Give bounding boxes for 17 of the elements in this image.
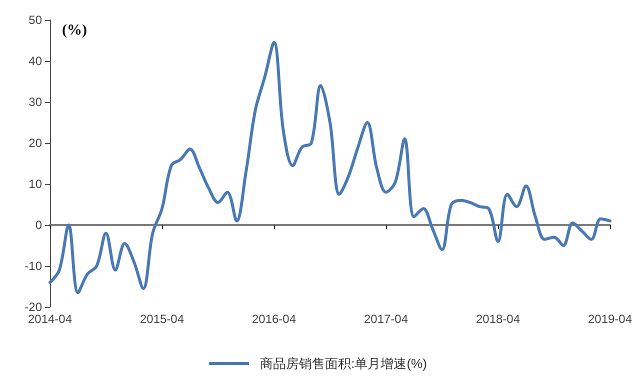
y-tick-label: 40 — [28, 54, 42, 68]
y-tick-label: 0 — [35, 218, 42, 232]
y-axis-title: (%) — [62, 22, 87, 38]
y-tick-label: 10 — [28, 177, 42, 191]
x-tick-label: 2016-04 — [252, 312, 296, 326]
line-series — [48, 41, 612, 294]
x-tick-label: 2014-04 — [28, 312, 72, 326]
y-tick-label: -10 — [24, 259, 42, 273]
y-tick-label: -20 — [24, 300, 42, 314]
x-tick-label: 2019-04 — [588, 312, 632, 326]
legend-label: 商品房销售面积:单月增速(%) — [260, 356, 427, 371]
y-tick-label: 50 — [28, 13, 42, 27]
y-tick-label: 20 — [28, 136, 42, 150]
y-tick-label: 30 — [28, 95, 42, 109]
x-tick-label: 2015-04 — [140, 312, 184, 326]
x-tick-label: 2018-04 — [476, 312, 520, 326]
x-tick-label: 2017-04 — [364, 312, 408, 326]
